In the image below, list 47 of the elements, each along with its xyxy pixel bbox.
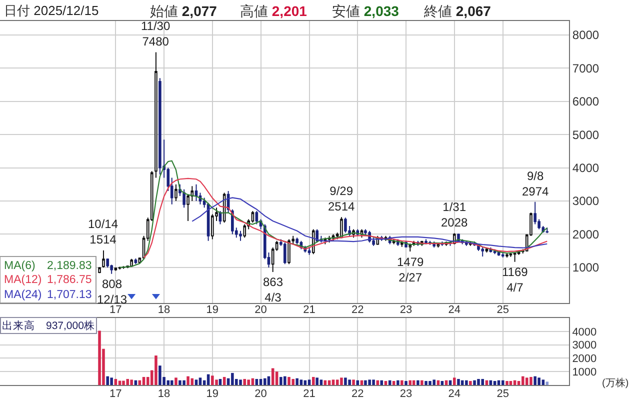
y-tick-label: 2000 xyxy=(572,353,597,366)
text: MA(6) xyxy=(4,260,36,272)
x-tick-label: 24 xyxy=(448,388,461,400)
x-tick-label: 21 xyxy=(303,388,316,400)
x-tick-label: 22 xyxy=(352,304,364,316)
annotation: 9/8 2974 xyxy=(522,169,550,199)
annotation: 863 4/3 xyxy=(263,275,284,305)
annotation: 1,707.13 xyxy=(47,289,92,301)
y-tick-label: 4000 xyxy=(572,326,597,338)
y-tick-label: 8000 xyxy=(572,28,600,42)
annotation: 1,786.75 xyxy=(47,274,92,286)
annotation: 10/14 1514 xyxy=(88,217,118,247)
annotation: 1479 2/27 xyxy=(397,255,424,285)
chart-title: 出来高 937,000株 xyxy=(2,319,95,332)
annotation: 2,189.83 xyxy=(47,260,92,272)
x-tick-label: 24 xyxy=(448,304,461,316)
y-tick-label: 5000 xyxy=(572,128,600,142)
x-tick-label: 17 xyxy=(110,304,122,316)
x-tick-label: 20 xyxy=(254,388,267,400)
text: MA(12) xyxy=(4,274,42,286)
y-tick-label: 7000 xyxy=(572,61,600,76)
x-tick-label: 21 xyxy=(303,304,316,316)
y-tick-label: 1000 xyxy=(572,260,600,275)
y-axis-title: (万株) xyxy=(602,377,629,389)
x-tick-label: 18 xyxy=(158,304,170,316)
annotation: 11/30 7480 xyxy=(141,19,170,49)
x-tick-label: 23 xyxy=(400,304,412,316)
annotation: 9/29 2514 xyxy=(328,184,356,214)
chart-title: 日付 2025/12/15 始値 2,077 高値 2,201 安値 2,033 終値 2,067 xyxy=(4,3,491,19)
x-tick-label: 20 xyxy=(254,304,267,316)
x-tick-label: 22 xyxy=(352,388,364,400)
text: MA(24) xyxy=(4,289,42,301)
y-tick-label: 6000 xyxy=(572,94,600,109)
y-tick-label: 3000 xyxy=(572,340,597,352)
annotation: 1/31 2028 xyxy=(441,200,468,230)
y-tick-label: 2000 xyxy=(572,227,600,242)
y-tick-label: 1000 xyxy=(572,366,597,378)
x-tick-label: 17 xyxy=(110,388,122,400)
x-tick-label: 19 xyxy=(206,388,219,400)
y-tick-label: 4000 xyxy=(572,161,600,176)
x-tick-label: 25 xyxy=(496,388,510,400)
annotation: 1169 4/7 xyxy=(502,265,528,295)
x-tick-label: 25 xyxy=(496,304,510,316)
y-tick-label: 3000 xyxy=(572,194,600,208)
x-tick-label: 19 xyxy=(206,304,219,316)
x-tick-label: 23 xyxy=(400,388,412,400)
x-tick-label: 18 xyxy=(158,388,170,400)
